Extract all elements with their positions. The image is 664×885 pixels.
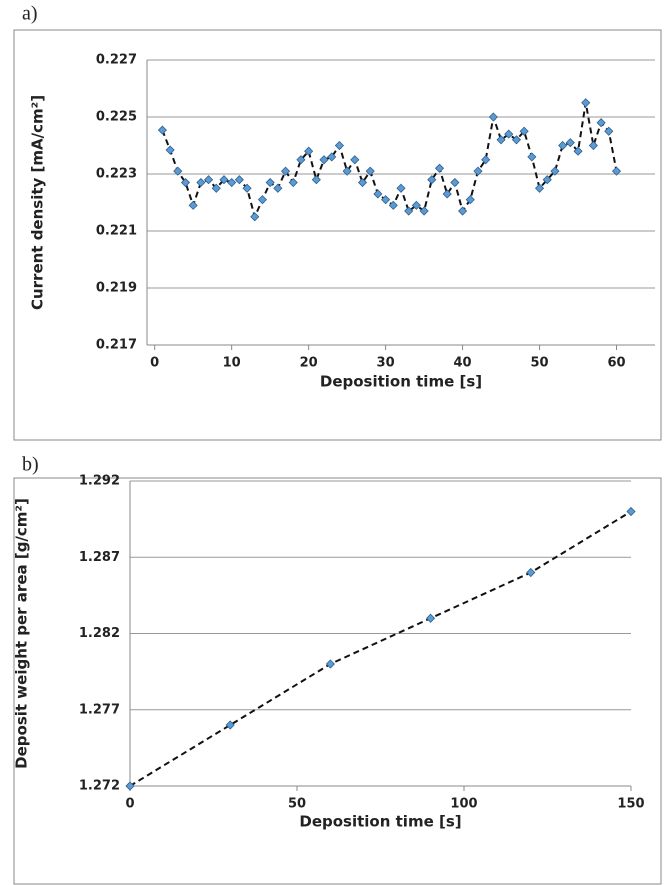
y-tick-label: 1.292 [79, 474, 120, 489]
data-point [273, 183, 283, 193]
trend-line [129, 510, 632, 787]
x-axis-title: Deposition time [s] [320, 373, 482, 391]
data-point [225, 720, 235, 730]
data-point [626, 506, 636, 517]
data-point [227, 177, 237, 188]
data-point [604, 126, 614, 136]
data-point [411, 200, 421, 210]
data-point [427, 175, 437, 185]
x-tick-label: 40 [454, 356, 472, 371]
data-point [465, 195, 475, 205]
data-point [481, 155, 491, 165]
data-point [234, 175, 244, 185]
x-tick-label: 50 [288, 797, 306, 812]
data-point [173, 166, 183, 176]
data-point [504, 129, 514, 139]
data-point [542, 175, 552, 185]
data-point [280, 166, 291, 176]
data-point [450, 177, 460, 188]
y-axis-title: Deposit weight per area [g/cm²] [13, 498, 31, 769]
data-point [265, 177, 275, 188]
data-point [165, 145, 175, 155]
data-point [319, 155, 329, 165]
data-point [219, 175, 229, 185]
data-point [180, 177, 191, 188]
data-point [434, 163, 445, 173]
data-point [204, 175, 214, 185]
panel-label: a) [22, 3, 38, 25]
data-point [325, 659, 335, 669]
y-tick-label: 1.287 [79, 550, 120, 565]
data-point [327, 152, 337, 162]
data-point [611, 166, 622, 176]
data-point [157, 125, 167, 135]
data-point [550, 166, 560, 176]
data-point [188, 200, 198, 210]
data-point [588, 140, 598, 151]
data-point [596, 118, 606, 128]
data-point [396, 183, 406, 193]
x-tick-label: 10 [223, 356, 241, 371]
data-point [373, 189, 383, 199]
data-point [242, 183, 252, 193]
data-point [419, 206, 429, 216]
data-point [211, 183, 221, 193]
data-point [357, 177, 368, 188]
data-point [496, 135, 506, 145]
data-point [488, 112, 498, 122]
x-tick-label: 0 [125, 797, 134, 812]
data-point [365, 166, 375, 176]
data-point [581, 98, 591, 108]
data-point [311, 175, 321, 185]
data-point [257, 195, 268, 205]
y-tick-label: 1.272 [79, 779, 120, 794]
data-point [288, 177, 298, 188]
data-point [558, 140, 568, 151]
y-tick-label: 0.227 [96, 53, 137, 68]
data-point [250, 212, 260, 222]
data-point [519, 126, 529, 136]
data-point [526, 567, 536, 578]
data-point [473, 166, 483, 176]
data-point [196, 177, 206, 188]
data-point [534, 183, 545, 193]
x-axis-title: Deposition time [s] [299, 813, 461, 831]
data-point [304, 146, 314, 156]
y-tick-label: 0.219 [96, 281, 137, 296]
y-tick-label: 1.282 [79, 626, 120, 641]
x-tick-label: 100 [450, 797, 477, 812]
data-point [388, 200, 398, 210]
x-tick-label: 150 [617, 797, 644, 812]
data-point [125, 781, 135, 791]
x-tick-label: 50 [530, 356, 548, 371]
x-tick-label: 0 [150, 356, 159, 371]
y-axis-title: Current density [mA/cm²] [29, 95, 47, 310]
panel-frame [13, 477, 662, 885]
y-tick-label: 0.221 [96, 224, 137, 239]
data-point [342, 166, 352, 176]
x-tick-label: 30 [377, 356, 395, 371]
data-point [458, 206, 468, 216]
data-point [350, 155, 360, 165]
y-tick-label: 0.225 [96, 110, 137, 125]
y-tick-label: 0.217 [96, 338, 137, 353]
data-point [426, 613, 436, 623]
data-point [442, 189, 452, 199]
y-tick-label: 0.223 [96, 167, 137, 182]
data-point [334, 140, 344, 151]
data-point [565, 138, 575, 148]
data-point [381, 195, 391, 205]
x-tick-label: 60 [607, 356, 625, 371]
data-point [404, 206, 414, 216]
data-point [296, 155, 306, 165]
data-point [527, 152, 537, 162]
data-point [573, 146, 583, 156]
panel-label: b) [22, 454, 39, 476]
x-tick-label: 20 [300, 356, 318, 371]
y-tick-label: 1.277 [79, 702, 120, 717]
data-point [511, 135, 522, 145]
panel-frame [13, 29, 662, 441]
